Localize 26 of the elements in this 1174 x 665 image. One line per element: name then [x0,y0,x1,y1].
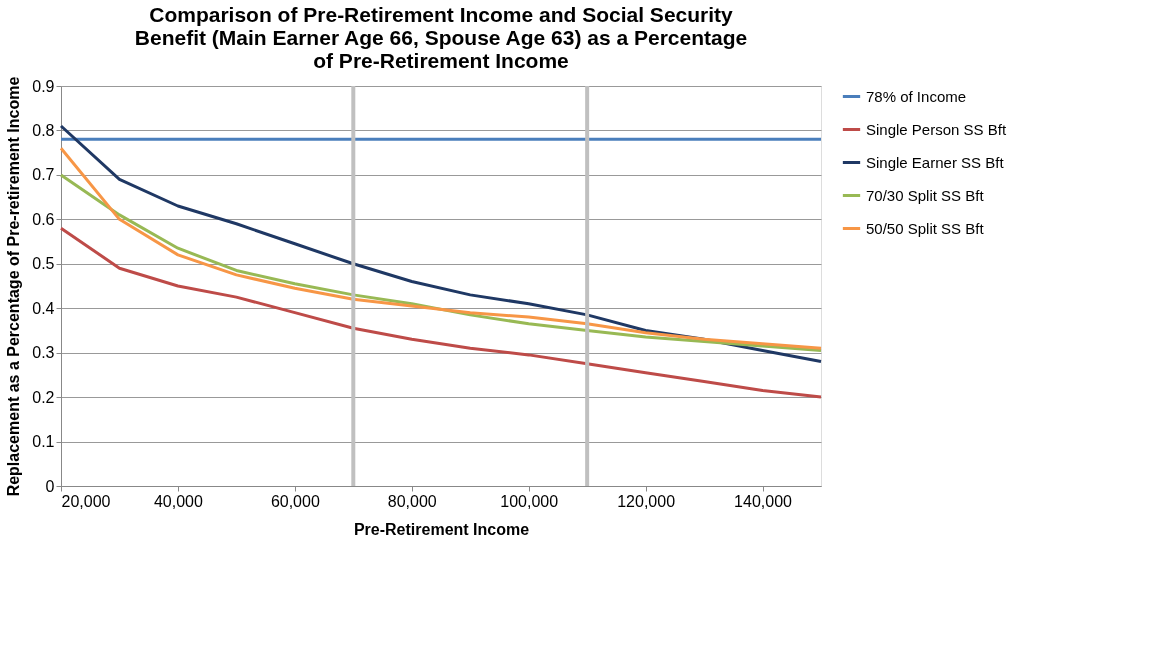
y-tick-label: 0.5 [32,255,55,273]
y-axis-title: Replacement as a Percentage of Pre-retirement Income [5,76,23,497]
x-tick-label: 80,000 [387,492,437,510]
y-tick-label: 0.4 [32,299,55,317]
y-tick-label: 0.6 [32,210,55,228]
y-tick-label: 0.3 [32,344,55,362]
legend-label: 50/50 Split SS Bft [866,219,985,237]
legend-label: 78% of Income [866,87,967,105]
y-tick-label: 0.9 [32,77,55,95]
legend-label: 70/30 Split SS Bft [866,186,985,204]
y-tick-label: 0.2 [32,388,55,406]
x-tick-label: 60,000 [270,492,320,510]
x-tick-label: 100,000 [500,492,559,510]
y-tick-label: 0.7 [32,166,55,184]
y-tick-label: 0.8 [32,121,55,139]
legend-label: Single Earner SS Bft [866,153,1005,171]
y-tick-label: 0 [45,477,55,495]
chart-title: Comparison of Pre-Retirement Income and Social Security Benefit (Main Earner Age 66, Spouse Age 63) as a Percentage of Pre-Retirement Income [134,3,748,73]
x-tick-label: 40,000 [153,492,203,510]
x-tick-label: 140,000 [734,492,793,510]
y-tick-label: 0.1 [32,433,55,451]
x-axis-title: Pre-Retirement Income [353,520,530,538]
line-series [59,226,823,399]
x-tick-label: 120,000 [617,492,676,510]
x-tick-label: 20,000 [61,492,111,510]
legend-label: Single Person SS Bft [866,120,1007,138]
